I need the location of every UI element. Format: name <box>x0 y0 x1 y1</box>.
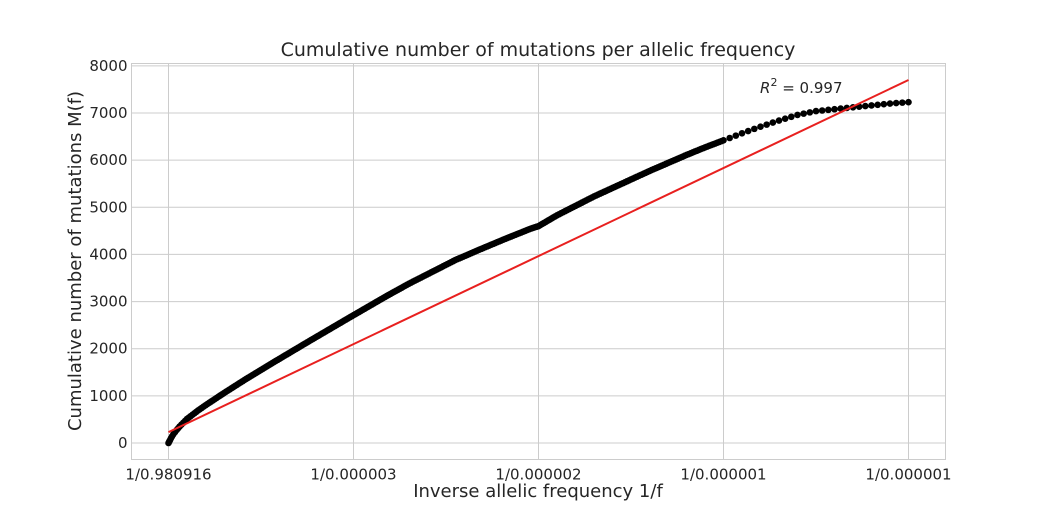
data-point <box>892 99 900 107</box>
data-point <box>905 98 912 106</box>
data-point <box>738 129 746 137</box>
x-tick-label: 1/0.980916 <box>125 466 211 484</box>
y-tick-label: 2000 <box>89 340 127 358</box>
grid-layer <box>131 63 946 460</box>
x-tick-labels: 1/0.980916 1/0.000003 1/0.000002 1/0.000001… <box>125 466 951 484</box>
data-point <box>886 100 894 107</box>
x-tick-label: 1/0.000001 <box>865 466 951 484</box>
y-tick-label: 3000 <box>89 293 127 311</box>
data-point <box>757 123 764 130</box>
data-point <box>837 105 844 112</box>
data-point <box>763 121 770 128</box>
data-point <box>818 107 826 114</box>
fit-layer <box>168 79 909 434</box>
y-tick-label: 4000 <box>89 245 127 263</box>
data-point <box>769 119 777 126</box>
data-point <box>800 110 807 117</box>
r-squared-annotation: R2 = 0.997 <box>760 76 843 97</box>
data-point <box>831 105 838 113</box>
y-axis-label: Cumulative number of mutations M(f) <box>65 91 86 431</box>
x-tick-label: 1/0.000001 <box>680 466 766 484</box>
y-tick-label: 1000 <box>89 387 127 405</box>
data-point <box>744 127 752 135</box>
data-point <box>726 134 733 142</box>
data-point <box>880 100 888 108</box>
y-tick-label: 6000 <box>89 151 127 169</box>
data-point <box>868 102 875 109</box>
data-point <box>899 99 906 106</box>
fit-line <box>168 79 909 434</box>
x-tick-label: 1/0.000002 <box>495 466 581 484</box>
data-point <box>775 117 783 124</box>
y-tick-label: 5000 <box>89 198 127 216</box>
data-point <box>794 111 801 119</box>
data-point <box>781 115 789 122</box>
data-point <box>806 109 814 116</box>
data-point <box>751 125 758 133</box>
points-layer <box>165 98 912 447</box>
y-tick-label: 7000 <box>89 104 127 122</box>
data-point <box>720 137 727 144</box>
data-point <box>732 132 740 139</box>
x-tick-label: 1/0.000003 <box>310 466 396 484</box>
data-point <box>812 107 820 115</box>
data-point <box>874 101 881 109</box>
r-squared-value: 0.997 <box>800 79 843 97</box>
data-point <box>788 113 795 121</box>
y-tick-labels: 0 1000 2000 3000 4000 5000 6000 7000 8000 <box>89 57 127 452</box>
y-tick-label: 0 <box>118 434 128 452</box>
plot-frame <box>131 63 946 460</box>
y-tick-label: 8000 <box>89 57 127 75</box>
data-point <box>825 106 832 114</box>
chart-title: Cumulative number of mutations per allel… <box>281 39 796 61</box>
data-point <box>862 102 869 110</box>
x-axis-label: Inverse allelic frequency 1/f <box>413 481 663 502</box>
